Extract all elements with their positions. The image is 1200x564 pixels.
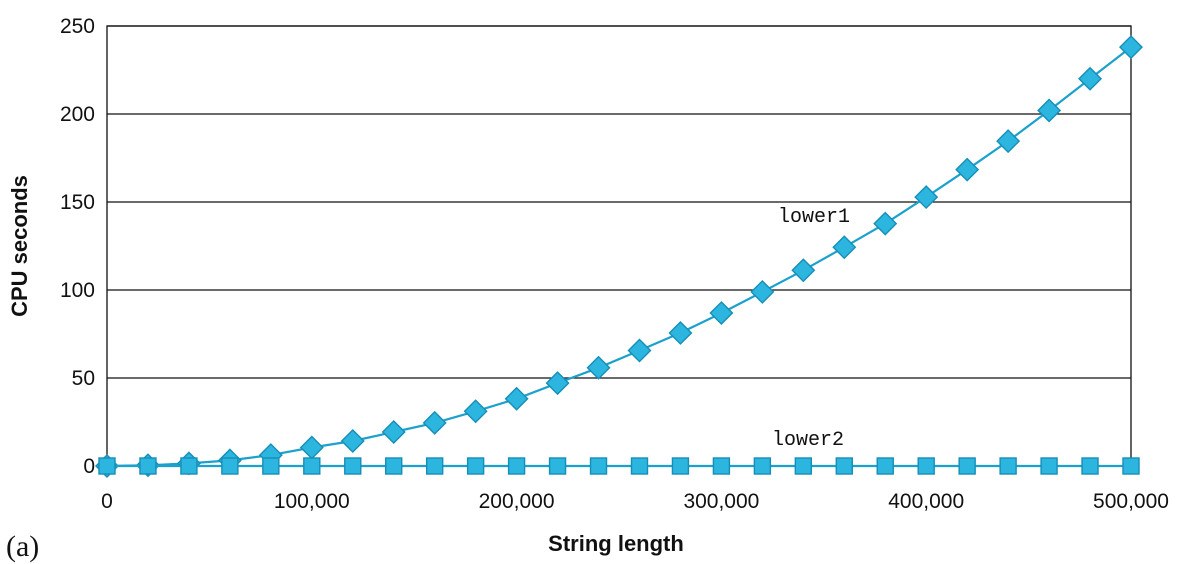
data-point-lower1 bbox=[463, 399, 488, 424]
data-point-lower1 bbox=[381, 420, 406, 445]
data-point-lower2 bbox=[958, 457, 976, 475]
data-point-lower2 bbox=[180, 457, 198, 475]
data-point-lower1 bbox=[996, 129, 1021, 154]
data-point-lower2 bbox=[1122, 457, 1140, 475]
data-point-lower2 bbox=[671, 457, 690, 475]
data-point-lower2 bbox=[221, 457, 239, 475]
data-point-lower1 bbox=[750, 279, 775, 304]
x-tick-label: 300,000 bbox=[683, 490, 759, 513]
x-tick-label: 400,000 bbox=[888, 490, 964, 513]
data-point-lower2 bbox=[344, 457, 362, 475]
data-point-lower1 bbox=[1037, 98, 1062, 123]
y-tick-label: 250 bbox=[60, 15, 95, 38]
series-lower1 bbox=[95, 35, 1143, 478]
data-point-lower2 bbox=[98, 457, 116, 475]
x-tick-label: 100,000 bbox=[274, 490, 350, 513]
y-tick-label: 150 bbox=[60, 191, 95, 214]
grid-layer bbox=[107, 25, 1131, 467]
data-point-lower2 bbox=[876, 457, 894, 475]
data-point-lower2 bbox=[589, 457, 608, 475]
data-point-lower2 bbox=[835, 457, 853, 475]
data-point-lower1 bbox=[299, 435, 324, 460]
data-point-lower1 bbox=[545, 371, 570, 396]
data-point-lower2 bbox=[548, 457, 567, 475]
series-label-lower1: lower1 bbox=[778, 206, 850, 229]
data-point-lower2 bbox=[139, 457, 157, 475]
x-tick-label: 500,000 bbox=[1093, 490, 1169, 513]
data-point-lower2 bbox=[1081, 457, 1099, 475]
data-point-lower1 bbox=[955, 157, 980, 182]
data-point-lower2 bbox=[385, 457, 403, 475]
data-point-lower2 bbox=[1040, 457, 1058, 475]
series-layer bbox=[95, 35, 1143, 478]
series-label-lower2: lower2 bbox=[772, 429, 844, 452]
y-tick-label: 0 bbox=[83, 455, 95, 478]
series-line-lower1 bbox=[106, 46, 1132, 468]
data-point-lower1 bbox=[791, 258, 816, 283]
data-point-lower1 bbox=[1119, 35, 1143, 60]
plot-frame bbox=[106, 25, 1132, 467]
data-point-lower2 bbox=[303, 457, 321, 475]
data-point-lower2 bbox=[507, 457, 526, 475]
y-axis: 0 50 100 150 200 250 bbox=[60, 15, 95, 478]
y-axis-title: CPU seconds bbox=[7, 175, 32, 317]
data-point-lower1 bbox=[832, 235, 857, 260]
x-axis: 0 100,000 200,000 300,000 400,000 500,000 bbox=[101, 490, 1169, 513]
data-point-lower1 bbox=[668, 320, 693, 345]
data-point-lower1 bbox=[709, 301, 734, 326]
x-tick-label: 200,000 bbox=[479, 490, 555, 513]
data-point-lower2 bbox=[712, 457, 731, 475]
y-tick-label: 50 bbox=[72, 367, 95, 390]
y-tick-label: 200 bbox=[60, 103, 95, 126]
data-point-lower2 bbox=[999, 457, 1017, 475]
panel-label: (a) bbox=[6, 530, 39, 563]
y-tick-label: 100 bbox=[60, 279, 95, 302]
data-point-lower2 bbox=[630, 457, 649, 475]
data-point-lower2 bbox=[466, 457, 485, 475]
data-point-lower1 bbox=[873, 211, 898, 236]
data-point-lower1 bbox=[627, 338, 652, 363]
data-point-lower1 bbox=[422, 410, 447, 435]
x-axis-title: String length bbox=[548, 531, 684, 556]
data-point-lower2 bbox=[794, 457, 813, 475]
data-point-lower2 bbox=[917, 457, 935, 475]
data-point-lower2 bbox=[262, 457, 280, 475]
series-lower2 bbox=[98, 457, 1140, 475]
data-point-lower1 bbox=[340, 429, 365, 453]
data-point-lower2 bbox=[753, 457, 772, 475]
data-point-lower1 bbox=[914, 185, 939, 210]
x-tick-label: 0 bbox=[101, 490, 113, 513]
data-point-lower1 bbox=[504, 386, 529, 411]
data-point-lower1 bbox=[1078, 66, 1103, 91]
data-point-lower1 bbox=[586, 355, 611, 380]
data-point-lower2 bbox=[425, 457, 444, 475]
